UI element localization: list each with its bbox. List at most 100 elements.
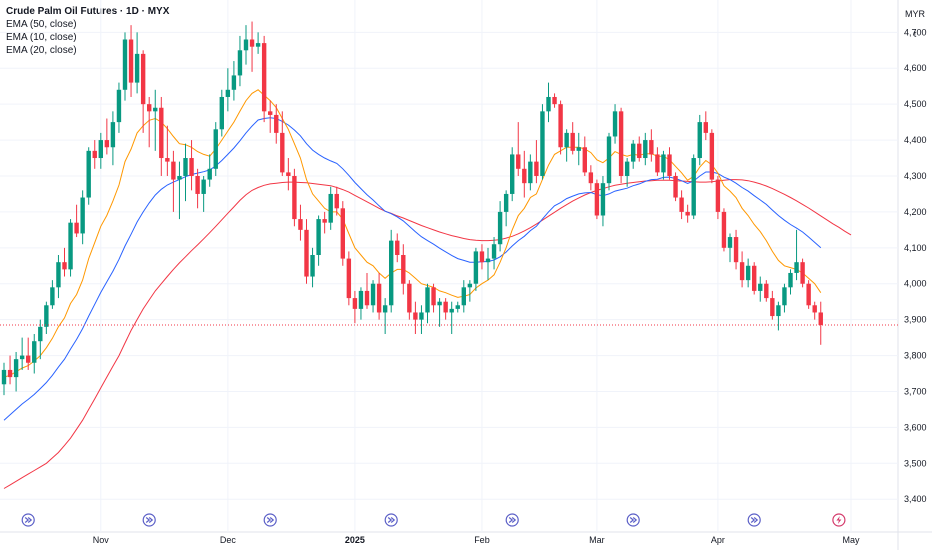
price-tick-label: 4,400 bbox=[904, 135, 927, 145]
time-tick-label: Dec bbox=[220, 535, 237, 545]
candle-body bbox=[274, 114, 279, 133]
event-icon[interactable] bbox=[21, 513, 35, 527]
candle-body bbox=[56, 262, 61, 288]
price-tick-label: 3,500 bbox=[904, 458, 927, 468]
candle-body bbox=[764, 283, 769, 299]
candle-body bbox=[219, 96, 224, 130]
ema-50-legend[interactable]: EMA (50, close) bbox=[6, 19, 77, 30]
candle bbox=[727, 233, 733, 263]
candle-body bbox=[721, 211, 727, 248]
event-icon[interactable] bbox=[505, 513, 519, 527]
candle-body bbox=[26, 355, 31, 363]
candle-body bbox=[582, 147, 587, 173]
candle bbox=[128, 25, 134, 97]
candle bbox=[516, 122, 521, 176]
candle-body bbox=[44, 305, 49, 327]
time-tick-label: Mar bbox=[589, 535, 605, 545]
candle bbox=[703, 111, 708, 141]
ema-10-legend[interactable]: EMA (10, close) bbox=[6, 32, 77, 43]
candle-body bbox=[407, 283, 412, 313]
candle bbox=[219, 89, 224, 137]
candle-body bbox=[376, 283, 382, 313]
candle-body bbox=[455, 305, 460, 309]
candle-body bbox=[715, 179, 721, 212]
candle-body bbox=[697, 122, 702, 159]
candle bbox=[479, 244, 485, 270]
time-tick-label: Apr bbox=[711, 535, 725, 545]
candle bbox=[612, 104, 618, 144]
ema-20-legend[interactable]: EMA (20, close) bbox=[6, 45, 77, 56]
candle bbox=[255, 32, 261, 54]
time-axis[interactable]: Nov Dec 2025 Feb Mar Apr May bbox=[93, 535, 860, 545]
candle bbox=[546, 82, 551, 123]
unit-label: t bbox=[913, 29, 917, 39]
candle-body bbox=[576, 147, 581, 151]
price-axis[interactable]: 3,400 3,500 3,600 3,700 3,800 3,900 4,000 4,100… bbox=[904, 27, 927, 504]
candle-body bbox=[195, 175, 200, 194]
candle-body bbox=[177, 175, 182, 180]
candle-body bbox=[352, 298, 358, 309]
grid bbox=[0, 0, 898, 532]
symbol-title[interactable]: Crude Palm Oil Futures · 1D · MYX bbox=[6, 6, 170, 17]
candle-body bbox=[346, 258, 352, 299]
candle-body bbox=[183, 158, 188, 176]
candle-body bbox=[32, 341, 37, 363]
candle bbox=[497, 201, 503, 252]
candle bbox=[655, 147, 660, 176]
candle-body bbox=[225, 89, 231, 97]
candle-body bbox=[546, 96, 551, 112]
candle bbox=[352, 290, 358, 324]
event-icon[interactable] bbox=[142, 513, 156, 527]
candle-body bbox=[213, 129, 218, 169]
candle bbox=[268, 100, 273, 133]
candle-body bbox=[334, 193, 339, 209]
candle bbox=[165, 125, 170, 176]
candle-body bbox=[389, 240, 394, 306]
candle-body bbox=[510, 154, 515, 194]
candle bbox=[679, 190, 684, 220]
candle-body bbox=[431, 287, 436, 306]
candle-body bbox=[770, 298, 775, 317]
candle bbox=[606, 132, 612, 191]
candle-body bbox=[503, 193, 509, 212]
ema-lines bbox=[3, 89, 852, 489]
event-icon[interactable] bbox=[626, 513, 640, 527]
candle-body bbox=[673, 175, 678, 198]
candle-body bbox=[395, 240, 400, 255]
candle bbox=[576, 132, 581, 166]
candle bbox=[249, 21, 255, 72]
price-scale-currency[interactable]: MYR t bbox=[900, 4, 930, 44]
event-icon[interactable] bbox=[832, 513, 846, 527]
candle-body bbox=[637, 143, 642, 159]
candle bbox=[358, 287, 364, 320]
candle-body bbox=[1, 369, 7, 385]
candle bbox=[243, 25, 249, 65]
candle-body bbox=[776, 305, 781, 317]
candle-body bbox=[612, 111, 618, 137]
event-icon[interactable] bbox=[263, 513, 277, 527]
candle bbox=[44, 301, 49, 335]
price-tick-label: 4,500 bbox=[904, 99, 927, 109]
candle bbox=[637, 136, 642, 162]
candle-body bbox=[189, 158, 194, 176]
candle-body bbox=[382, 305, 388, 313]
currency-label: MYR bbox=[905, 9, 925, 19]
candle-body bbox=[485, 258, 491, 263]
candle-body bbox=[13, 359, 19, 378]
candle bbox=[733, 229, 739, 270]
candle-body bbox=[328, 193, 333, 223]
event-icon[interactable] bbox=[747, 513, 761, 527]
candle-body bbox=[110, 122, 116, 148]
candle bbox=[600, 175, 606, 227]
candle-body bbox=[534, 161, 539, 176]
candle bbox=[38, 319, 43, 360]
candle bbox=[225, 68, 231, 112]
event-icon[interactable] bbox=[384, 513, 398, 527]
candle bbox=[443, 298, 448, 320]
candle bbox=[19, 337, 25, 370]
candle-body bbox=[304, 229, 309, 277]
candle-body bbox=[727, 237, 733, 248]
candle bbox=[116, 82, 122, 133]
candle bbox=[231, 61, 237, 101]
